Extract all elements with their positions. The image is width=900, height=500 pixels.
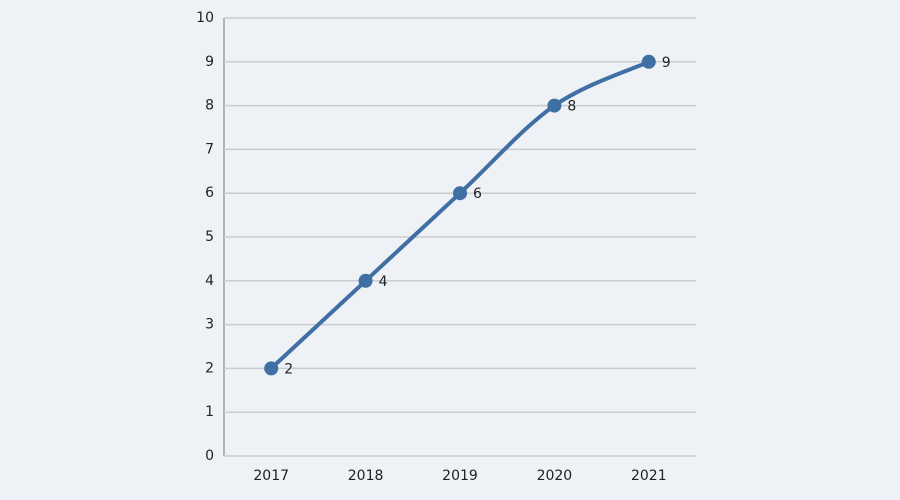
y-tick-label: 3: [205, 317, 214, 333]
x-tick-label: 2018: [348, 468, 384, 484]
data-label: 9: [662, 55, 671, 71]
x-tick-label: 2021: [631, 468, 667, 484]
data-point: [453, 186, 467, 201]
y-tick-label: 9: [205, 54, 214, 70]
y-tick-label: 2: [205, 360, 214, 376]
y-tick-label: 0: [205, 448, 214, 464]
y-tick-label: 7: [205, 141, 214, 157]
data-label: 4: [379, 274, 388, 290]
data-point: [641, 54, 656, 69]
y-tick-label: 10: [196, 10, 214, 26]
data-point: [358, 273, 373, 288]
x-tick-label: 2019: [442, 468, 478, 484]
y-tick-label: 8: [205, 98, 214, 114]
y-tick-label: 4: [205, 273, 214, 289]
data-label: 6: [473, 186, 482, 202]
y-tick-label: 1: [205, 404, 214, 420]
x-tick-label: 2020: [537, 468, 573, 484]
y-tick-label: 5: [205, 229, 214, 245]
data-label: 2: [284, 361, 293, 377]
x-tick-label: 2017: [253, 468, 289, 484]
y-tick-label: 6: [205, 185, 214, 201]
data-point: [264, 361, 279, 376]
data-point: [547, 98, 562, 113]
data-label: 8: [567, 99, 576, 115]
